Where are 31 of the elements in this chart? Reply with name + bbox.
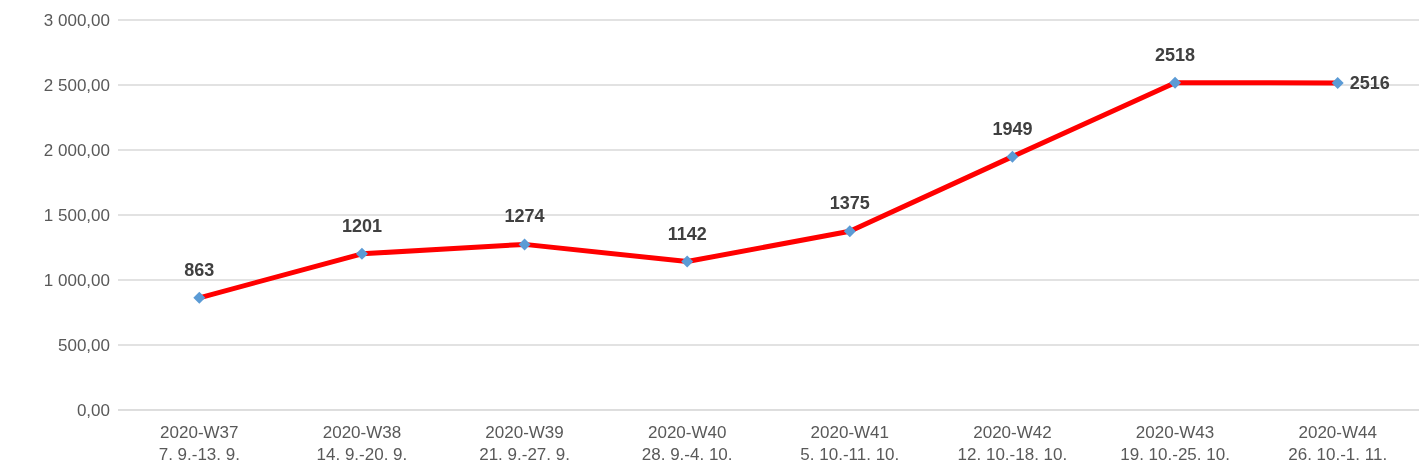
x-tick-label: 2020-W40 28. 9.-4. 10. <box>641 423 733 464</box>
data-label: 2518 <box>1155 44 1196 65</box>
y-tick-label: 1 000,00 <box>43 271 110 291</box>
data-label: 863 <box>184 259 215 280</box>
y-tick-label: 1 500,00 <box>43 206 110 226</box>
x-tick-label: 2020-W38 14. 9.-20. 9. <box>316 423 408 464</box>
x-tick-label: 2020-W41 5. 10.-11. 10. <box>800 423 900 464</box>
point <box>1006 150 1019 163</box>
y-tick-label: 2 500,00 <box>43 76 110 96</box>
data-label: 1201 <box>341 215 382 236</box>
data-label: 1949 <box>992 118 1033 139</box>
point <box>843 225 856 238</box>
y-tick-label: 2 000,00 <box>43 141 110 161</box>
data-label: 1375 <box>829 193 870 214</box>
point <box>193 291 206 304</box>
x-tick-label: 2020-W39 21. 9.-27. 9. <box>479 423 570 464</box>
y-tick-label: 0,00 <box>76 401 110 421</box>
y-tick-label: 500,00 <box>58 336 110 356</box>
data-label: 1274 <box>504 206 545 227</box>
x-tick-label: 2020-W43 19. 10.-25. 10. <box>1120 423 1230 464</box>
x-tick-label: 2020-W44 26. 10.-1. 11. <box>1288 423 1388 464</box>
point <box>681 255 694 268</box>
data-label: 1142 <box>667 223 707 244</box>
point <box>355 247 368 260</box>
point <box>1331 76 1344 89</box>
x-tick-label: 2020-W37 7. 9.-13. 9. <box>158 423 240 464</box>
point <box>1169 76 1182 89</box>
data-label: 2516 <box>1349 72 1390 93</box>
x-tick-label: 2020-W42 12. 10.-18. 10. <box>957 423 1068 464</box>
point <box>518 238 531 251</box>
y-tick-label: 3 000,00 <box>43 11 110 31</box>
